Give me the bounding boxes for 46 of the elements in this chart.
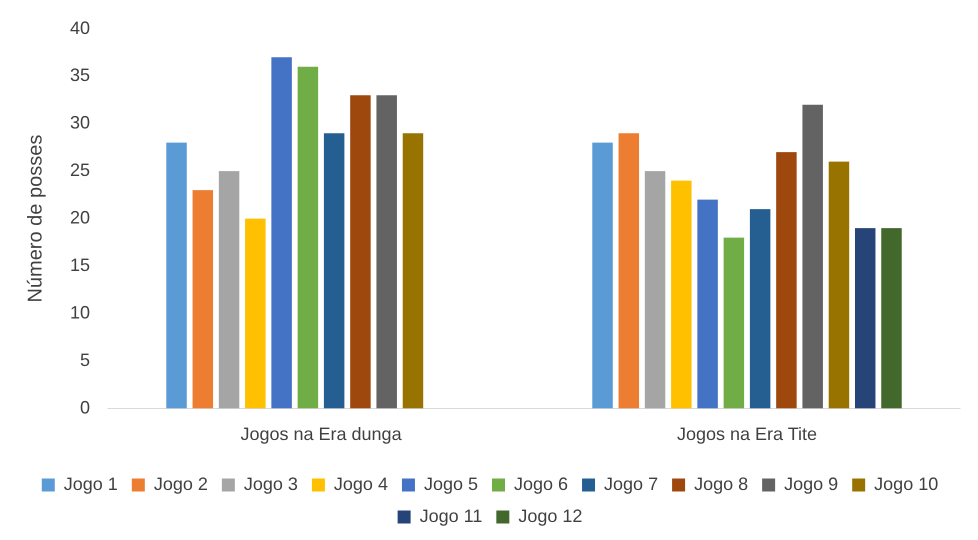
legend-label: Jogo 8 xyxy=(694,474,748,494)
x-tick-label: Jogos na Era dunga xyxy=(240,424,403,444)
legend-label: Jogo 2 xyxy=(154,474,208,494)
bar xyxy=(881,228,902,408)
y-tick-label: 5 xyxy=(80,350,90,370)
bar xyxy=(218,171,240,408)
legend-label: Jogo 5 xyxy=(424,474,478,494)
bar xyxy=(644,171,666,408)
bar xyxy=(166,142,187,408)
bar xyxy=(828,162,850,408)
legend-label: Jogo 4 xyxy=(334,474,388,494)
y-tick-label: 20 xyxy=(70,208,90,228)
bar xyxy=(618,133,640,408)
legend-label: Jogo 10 xyxy=(874,474,938,494)
bar xyxy=(776,152,797,408)
bar xyxy=(376,95,397,408)
bar xyxy=(402,133,424,408)
bar xyxy=(192,190,214,408)
y-axis-title: Número de posses xyxy=(24,134,47,303)
bar xyxy=(350,95,371,408)
bar xyxy=(802,104,823,408)
legend-label: Jogo 3 xyxy=(244,474,298,494)
y-tick-label: 35 xyxy=(70,65,90,86)
bar xyxy=(697,200,718,408)
legend-label: Jogo 7 xyxy=(604,474,658,494)
bar xyxy=(271,57,292,408)
legend-label: Jogo 6 xyxy=(514,474,568,494)
legend-label: Jogo 11 xyxy=(420,506,482,526)
y-tick-label: 10 xyxy=(70,302,90,322)
legend-label: Jogo 9 xyxy=(784,474,838,494)
y-tick-label: 30 xyxy=(70,112,90,133)
bar xyxy=(592,142,613,408)
bar xyxy=(854,228,876,408)
legend-label: Jogo 12 xyxy=(518,506,582,526)
bar xyxy=(324,133,344,408)
bar xyxy=(298,66,318,408)
legend-label: Jogo 1 xyxy=(64,474,118,494)
bar xyxy=(750,209,770,408)
bar xyxy=(671,180,692,408)
bar xyxy=(724,238,744,408)
bar xyxy=(245,218,266,408)
y-tick-label: 25 xyxy=(70,160,90,180)
x-tick-label: Jogos na Era Tite xyxy=(676,424,818,444)
y-tick-label: 0 xyxy=(80,397,90,418)
y-tick-label: 40 xyxy=(70,18,90,38)
y-tick-label: 15 xyxy=(70,255,90,276)
